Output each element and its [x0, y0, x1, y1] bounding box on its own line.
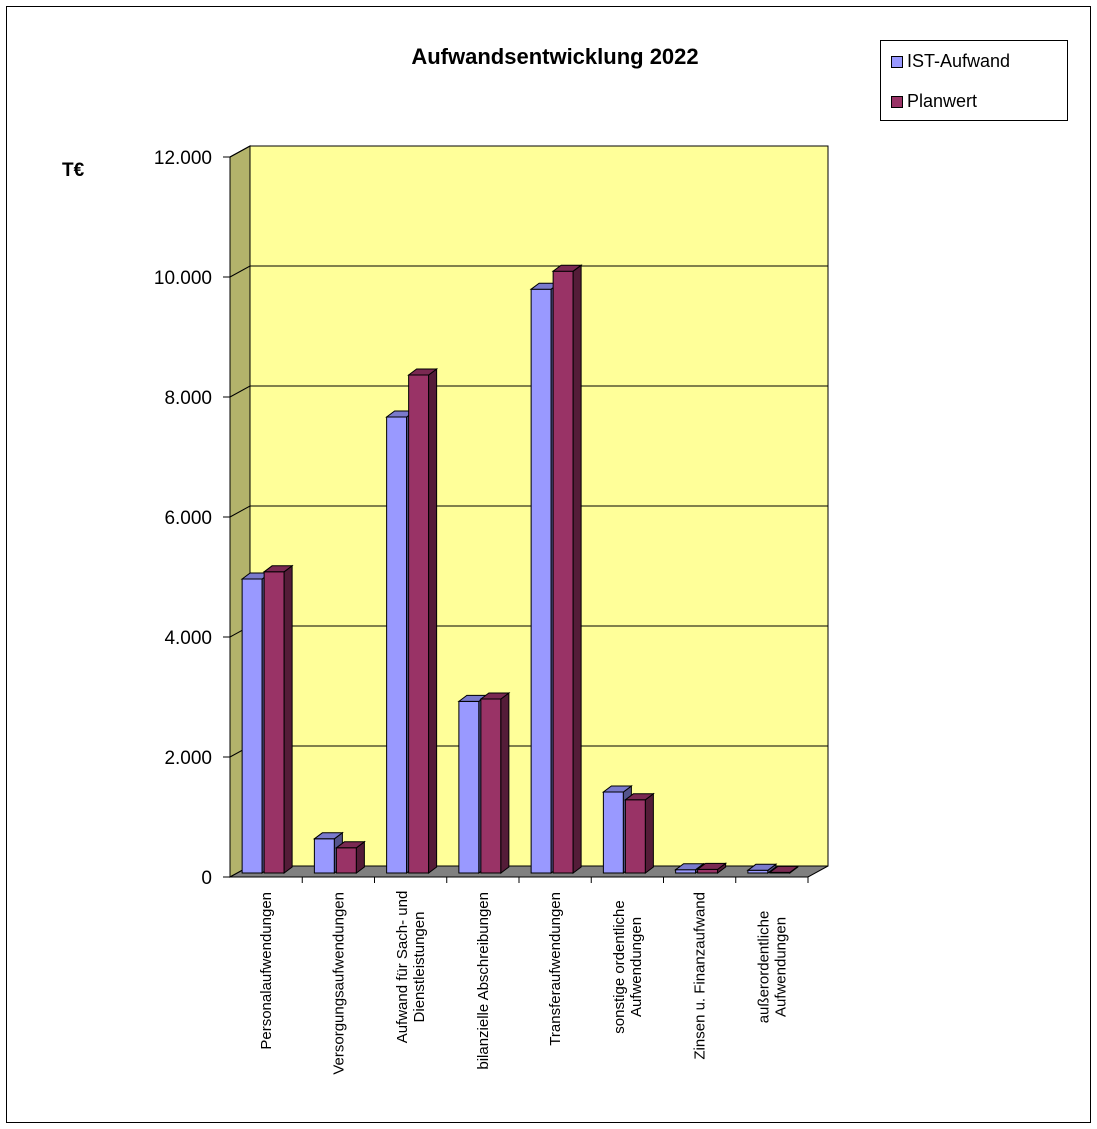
bar-top: [312, 832, 344, 840]
legend-item-plan: Planwert: [891, 91, 977, 112]
y-tick-label: 4.000: [164, 628, 212, 649]
chart-title: Aufwandsentwicklung 2022: [411, 44, 699, 69]
bar-ist: [386, 416, 408, 874]
bar-top: [674, 863, 706, 871]
y-axis-label: T€: [62, 160, 85, 181]
bar-plan: [408, 374, 430, 874]
bar-side: [283, 564, 293, 874]
gridline: [229, 145, 828, 158]
gridline: [229, 505, 828, 518]
x-tick-label: sonstige ordentlicheAufwendungen: [611, 900, 645, 1033]
y-tick-label: 8.000: [164, 388, 212, 409]
bar-plan: [697, 868, 719, 874]
legend-item-ist: IST-Aufwand: [891, 51, 1010, 72]
bar-top: [768, 865, 800, 873]
bar-plan: [335, 847, 357, 874]
legend-label-plan: Planwert: [907, 91, 978, 111]
x-tick-label: Personalaufwendungen: [258, 892, 275, 1050]
bar-plan: [624, 799, 646, 874]
x-tick-label: Zinsen u. Finanzaufwand: [692, 892, 709, 1060]
y-tick-label: 6.000: [164, 508, 212, 529]
bar-side: [500, 692, 510, 874]
bar-top: [479, 692, 511, 700]
gridline: [229, 265, 828, 278]
bar-top: [551, 264, 583, 272]
x-tick-label: bilanzielle Abschreibungen: [475, 892, 492, 1070]
bar-ist: [530, 288, 552, 874]
legend: IST-Aufwand Planwert: [880, 40, 1068, 121]
x-tick-label: Aufwand für Sach- undDienstleistungen: [394, 891, 428, 1044]
bar-side: [572, 264, 582, 874]
bar-ist: [313, 838, 335, 874]
x-tick-label: außerordentlicheAufwendungen: [755, 911, 789, 1024]
legend-label-ist: IST-Aufwand: [907, 51, 1011, 71]
bar-top: [623, 793, 655, 801]
bar-ist: [241, 578, 263, 874]
bar-top: [746, 863, 778, 871]
y-tick-label: 10.000: [154, 268, 212, 289]
bar-side: [428, 368, 438, 874]
bar-top: [262, 565, 294, 573]
gridline: [229, 385, 828, 398]
x-tick-label: Transferaufwendungen: [547, 892, 564, 1046]
bar-plan: [263, 571, 285, 874]
legend-swatch-ist: [891, 55, 903, 68]
y-tick-label: 12.000: [154, 148, 212, 169]
legend-swatch-plan: [891, 95, 903, 108]
bar-top: [601, 785, 633, 793]
bar-side: [644, 792, 654, 874]
bar-top: [696, 862, 728, 870]
x-tick-label: Versorgungsaufwendungen: [330, 892, 347, 1075]
bar-ist: [458, 700, 480, 874]
bar-top: [334, 841, 366, 849]
bar-ist: [602, 791, 624, 874]
y-tick-label: 2.000: [164, 748, 212, 769]
bar-top: [407, 368, 439, 376]
bar-plan: [552, 270, 574, 874]
y-tick-label: 0: [201, 868, 212, 889]
bar-plan: [480, 698, 502, 874]
